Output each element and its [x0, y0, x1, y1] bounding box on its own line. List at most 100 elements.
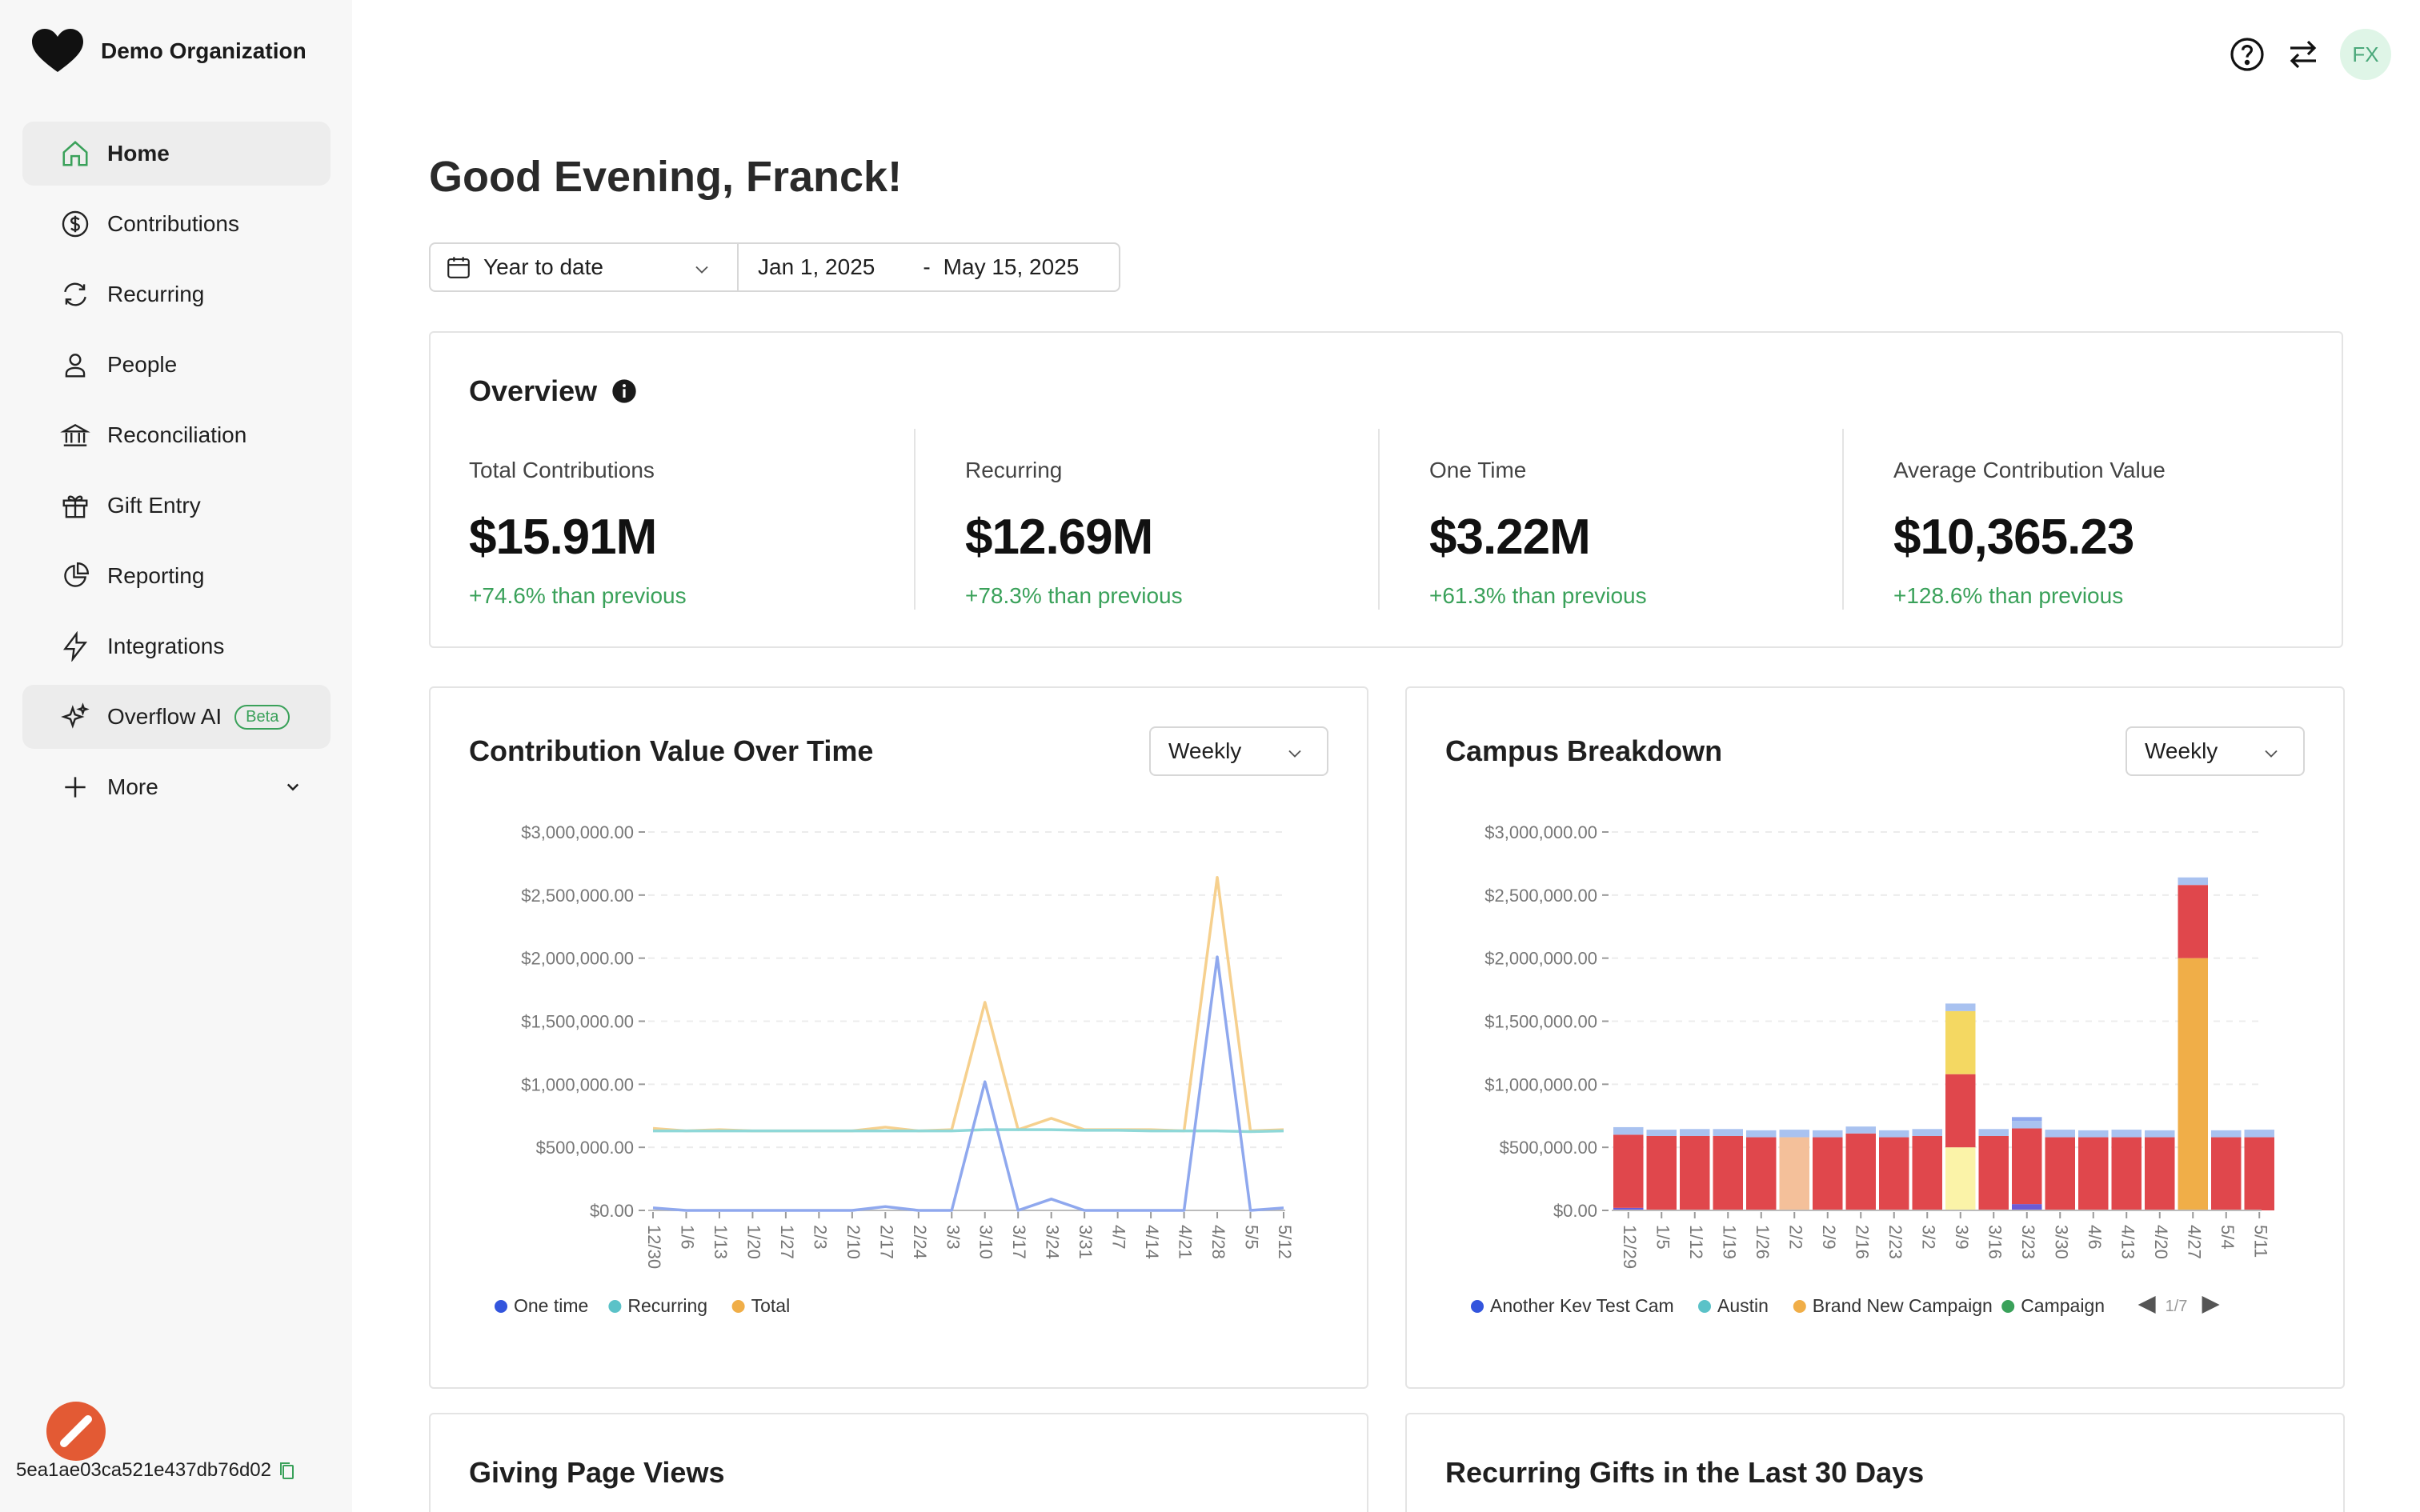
card-title: Giving Page Views — [469, 1456, 725, 1489]
topbar-actions: FX — [2228, 29, 2391, 80]
series-line-recurring — [653, 1128, 1284, 1134]
legend-dot — [731, 1300, 745, 1313]
period-select-value: Weekly — [1168, 738, 1242, 763]
support-logo-icon[interactable] — [46, 1402, 106, 1461]
range-preset-select[interactable]: Year to date — [431, 244, 739, 290]
metric-change: +128.6% than previous — [1893, 583, 2124, 608]
legend-label: Brand New Campaign — [1813, 1295, 1993, 1316]
metric-value: $10,365.23 — [1893, 510, 2134, 565]
contribution-value-card: Contribution Value Over Time Weekly $3,0… — [429, 686, 1368, 1389]
start-date-input[interactable]: Jan 1, 2025 — [758, 254, 875, 279]
sidebar-item-label: Integrations — [107, 634, 225, 658]
sidebar-item-label: Gift Entry — [107, 493, 201, 518]
bar-segment — [1912, 1129, 1942, 1136]
avatar[interactable]: FX — [2340, 29, 2391, 80]
bar-segment — [1879, 1130, 1909, 1138]
bar-segment — [2178, 877, 2208, 886]
org-switcher[interactable]: Demo Organization — [32, 29, 307, 74]
y-tick-label: $1,000,000.00 — [1484, 1074, 1597, 1094]
bar-segment — [1680, 1129, 1710, 1136]
switch-arrows-icon[interactable] — [2284, 35, 2322, 74]
sidebar-item-gift-entry[interactable]: Gift Entry — [22, 474, 331, 538]
x-tick-label: 2/3 — [810, 1225, 830, 1250]
range-preset-label: Year to date — [483, 254, 603, 279]
period-select[interactable]: Weekly — [2126, 726, 2305, 776]
x-tick-label: 4/13 — [2118, 1225, 2138, 1259]
sidebar-item-label: People — [107, 352, 178, 377]
bar-segment — [1746, 1130, 1777, 1138]
divider — [1842, 429, 1844, 610]
bar-segment — [1845, 1133, 1876, 1210]
sidebar-item-reporting[interactable]: Reporting — [22, 544, 331, 608]
legend-next-icon[interactable] — [2202, 1296, 2220, 1314]
bar-segment — [1713, 1135, 1743, 1210]
sidebar-item-label: Recurring — [107, 282, 205, 306]
legend-dot — [1793, 1300, 1806, 1313]
sidebar-item-label: Reconciliation — [107, 422, 247, 447]
dollar-circle-icon — [59, 208, 91, 240]
metric-change: +78.3% than previous — [965, 583, 1183, 608]
x-tick-label: 4/6 — [2085, 1225, 2105, 1250]
sidebar-item-contributions[interactable]: Contributions — [22, 192, 331, 256]
legend-page-indicator: 1/7 — [2166, 1298, 2188, 1315]
x-tick-label: 2/10 — [843, 1225, 863, 1259]
metric-value: $15.91M — [469, 510, 657, 565]
refresh-icon — [59, 278, 91, 310]
copy-icon[interactable] — [278, 1461, 295, 1480]
campus-breakdown-card: Campus Breakdown Weekly $3,000,000.00 $2,… — [1405, 686, 2345, 1389]
sidebar-item-label: Home — [107, 141, 170, 166]
bar-segment — [2012, 1121, 2042, 1129]
series-line-one-time — [652, 955, 1284, 1212]
series-line-total — [652, 876, 1284, 1133]
overview-title-text: Overview — [469, 374, 598, 407]
help-icon[interactable] — [2228, 35, 2266, 74]
date-separator: - — [923, 254, 931, 279]
chevron-down-icon — [286, 783, 299, 791]
bar-segment — [2178, 958, 2208, 1210]
x-tick-label: 5/5 — [1242, 1225, 1262, 1250]
sidebar-item-recurring[interactable]: Recurring — [22, 262, 331, 326]
legend-prev-icon[interactable] — [2138, 1296, 2156, 1314]
period-select[interactable]: Weekly — [1149, 726, 1328, 776]
bar-segment — [1646, 1130, 1677, 1136]
bar-segment — [2145, 1137, 2175, 1210]
x-tick-label: 3/16 — [1985, 1225, 2005, 1259]
sidebar-item-integrations[interactable]: Integrations — [22, 614, 331, 678]
sidebar-item-reconciliation[interactable]: Reconciliation — [22, 403, 331, 467]
y-tick-label: $1,500,000.00 — [1484, 1012, 1597, 1032]
end-date-input[interactable]: May 15, 2025 — [943, 254, 1080, 279]
sidebar-item-home[interactable]: Home — [22, 122, 331, 186]
x-tick-label: 1/6 — [677, 1225, 697, 1250]
sparkle-icon — [59, 701, 91, 733]
x-tick-label: 12/30 — [644, 1225, 664, 1269]
bar-segment — [2078, 1137, 2109, 1210]
bar-segment — [1945, 1010, 1976, 1074]
x-tick-label: 4/7 — [1109, 1225, 1129, 1250]
bar-segment — [1779, 1137, 1809, 1210]
heart-logo-icon — [32, 29, 83, 72]
chart-title: Contribution Value Over Time — [469, 734, 874, 767]
y-tick-label: $3,000,000.00 — [521, 822, 634, 842]
metric-change: +74.6% than previous — [469, 583, 687, 608]
legend-dot — [1698, 1300, 1711, 1313]
y-tick-label: $500,000.00 — [1500, 1138, 1597, 1158]
sidebar-item-overflow-ai[interactable]: Overflow AI Beta — [22, 685, 331, 749]
x-tick-label: 3/17 — [1009, 1225, 1029, 1259]
sidebar: Demo Organization Home Contributions Rec… — [0, 0, 352, 1512]
y-tick-label: $2,500,000.00 — [521, 886, 634, 906]
sidebar-item-more[interactable]: More — [22, 755, 331, 819]
bar-segment — [2012, 1204, 2042, 1210]
sidebar-item-people[interactable]: People — [22, 333, 331, 397]
metric-label: Average Contribution Value — [1893, 458, 2166, 482]
metric-value: $3.22M — [1429, 510, 1591, 565]
gift-icon — [59, 490, 91, 522]
y-tick-label: $2,500,000.00 — [1484, 886, 1597, 906]
legend-label: Austin — [1717, 1295, 1769, 1316]
calendar-icon — [447, 257, 470, 278]
info-icon[interactable] — [611, 378, 637, 404]
x-tick-label: 5/11 — [2250, 1225, 2270, 1258]
chevron-down-icon — [1288, 750, 1301, 758]
line-chart: $3,000,000.00 $2,500,000.00 $2,000,000.00 $… — [495, 822, 1295, 1316]
y-tick-label: $2,000,000.00 — [1484, 949, 1597, 969]
chevron-down-icon — [695, 266, 708, 274]
